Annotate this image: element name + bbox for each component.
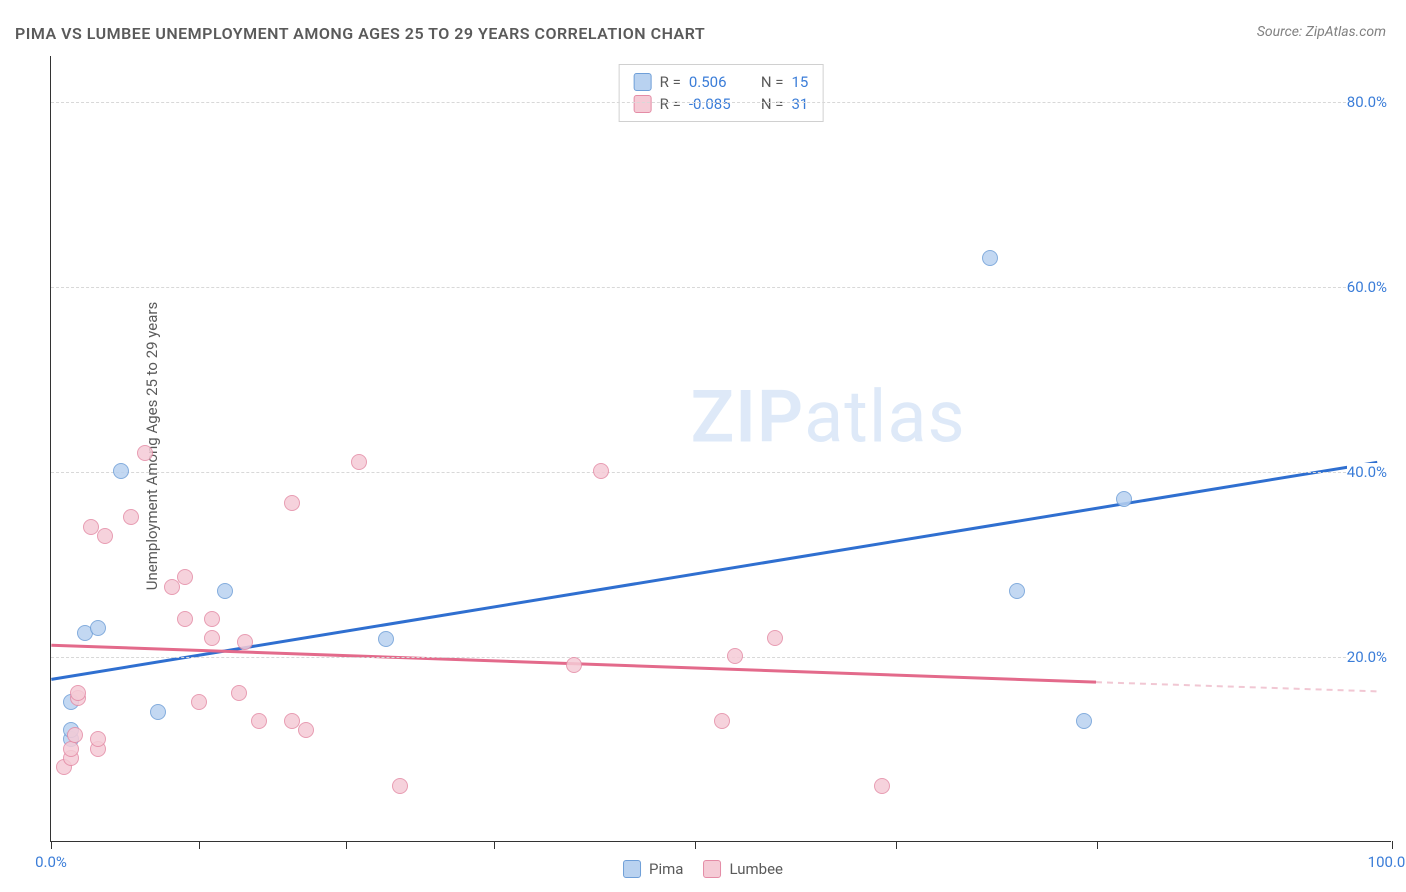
legend-row: R = 0.506 N = 15 (634, 71, 809, 93)
r-value: 0.506 (689, 73, 747, 91)
scatter-point (351, 454, 367, 470)
series-legend: Pima Lumbee (623, 860, 783, 878)
x-tick (1097, 841, 1098, 849)
scatter-point (177, 569, 193, 585)
scatter-point (63, 741, 79, 757)
scatter-point (70, 685, 86, 701)
scatter-point (137, 445, 153, 461)
scatter-point (123, 509, 139, 525)
legend-swatch-icon (703, 860, 721, 878)
correlation-legend: R = 0.506 N = 15 R = -0.085 N = 31 (619, 64, 824, 122)
scatter-point (217, 583, 233, 599)
n-label: N = (761, 95, 784, 113)
legend-swatch-icon (623, 860, 641, 878)
scatter-point (284, 495, 300, 511)
legend-label: Lumbee (729, 860, 783, 878)
x-tick-label: 0.0% (35, 853, 67, 871)
gridline (51, 102, 1391, 103)
scatter-point (231, 685, 247, 701)
scatter-point (727, 648, 743, 664)
x-tick (51, 841, 52, 849)
legend-item: Pima (623, 860, 683, 878)
y-tick-label: 20.0% (1347, 648, 1393, 666)
source-attribution: Source: ZipAtlas.com (1257, 24, 1386, 40)
legend-swatch-icon (634, 73, 652, 91)
scatter-point (1116, 491, 1132, 507)
scatter-point (251, 713, 267, 729)
scatter-point (97, 528, 113, 544)
scatter-point (237, 634, 253, 650)
scatter-point (1009, 583, 1025, 599)
scatter-point (90, 731, 106, 747)
scatter-point (392, 778, 408, 794)
scatter-point (191, 694, 207, 710)
x-tick (896, 841, 897, 849)
legend-label: Pima (649, 860, 683, 878)
scatter-point (150, 704, 166, 720)
y-tick-label: 60.0% (1347, 278, 1393, 296)
scatter-point (298, 722, 314, 738)
scatter-point (177, 611, 193, 627)
watermark-text: ZIPatlas (691, 375, 966, 460)
gridline (51, 472, 1391, 473)
scatter-point (90, 620, 106, 636)
x-tick-label: 100.0% (1368, 853, 1406, 871)
n-value: 15 (791, 73, 808, 91)
gridline (51, 287, 1391, 288)
scatter-point (204, 611, 220, 627)
scatter-point (67, 727, 83, 743)
scatter-point (1076, 713, 1092, 729)
scatter-point (982, 250, 998, 266)
x-tick (1392, 841, 1393, 849)
scatter-point (566, 657, 582, 673)
r-label: R = (660, 95, 681, 113)
scatter-point (378, 631, 394, 647)
r-value: -0.085 (689, 95, 747, 113)
r-label: R = (660, 73, 681, 91)
y-tick-label: 40.0% (1347, 463, 1393, 481)
n-label: N = (761, 73, 784, 91)
legend-item: Lumbee (703, 860, 783, 878)
scatter-point (714, 713, 730, 729)
correlation-chart: PIMA VS LUMBEE UNEMPLOYMENT AMONG AGES 2… (0, 0, 1406, 892)
scatter-point (767, 630, 783, 646)
scatter-point (113, 463, 129, 479)
n-value: 31 (791, 95, 808, 113)
scatter-point (204, 630, 220, 646)
legend-row: R = -0.085 N = 31 (634, 93, 809, 115)
x-tick (199, 841, 200, 849)
y-tick-label: 80.0% (1347, 93, 1393, 111)
x-tick (695, 841, 696, 849)
plot-area: ZIPatlas R = 0.506 N = 15 R = -0.085 N = 31 20.… (50, 56, 1391, 842)
x-tick (494, 841, 495, 849)
legend-swatch-icon (634, 95, 652, 113)
x-tick (346, 841, 347, 849)
scatter-point (593, 463, 609, 479)
scatter-point (874, 778, 890, 794)
chart-title: PIMA VS LUMBEE UNEMPLOYMENT AMONG AGES 2… (15, 24, 705, 43)
gridline (51, 657, 1391, 658)
